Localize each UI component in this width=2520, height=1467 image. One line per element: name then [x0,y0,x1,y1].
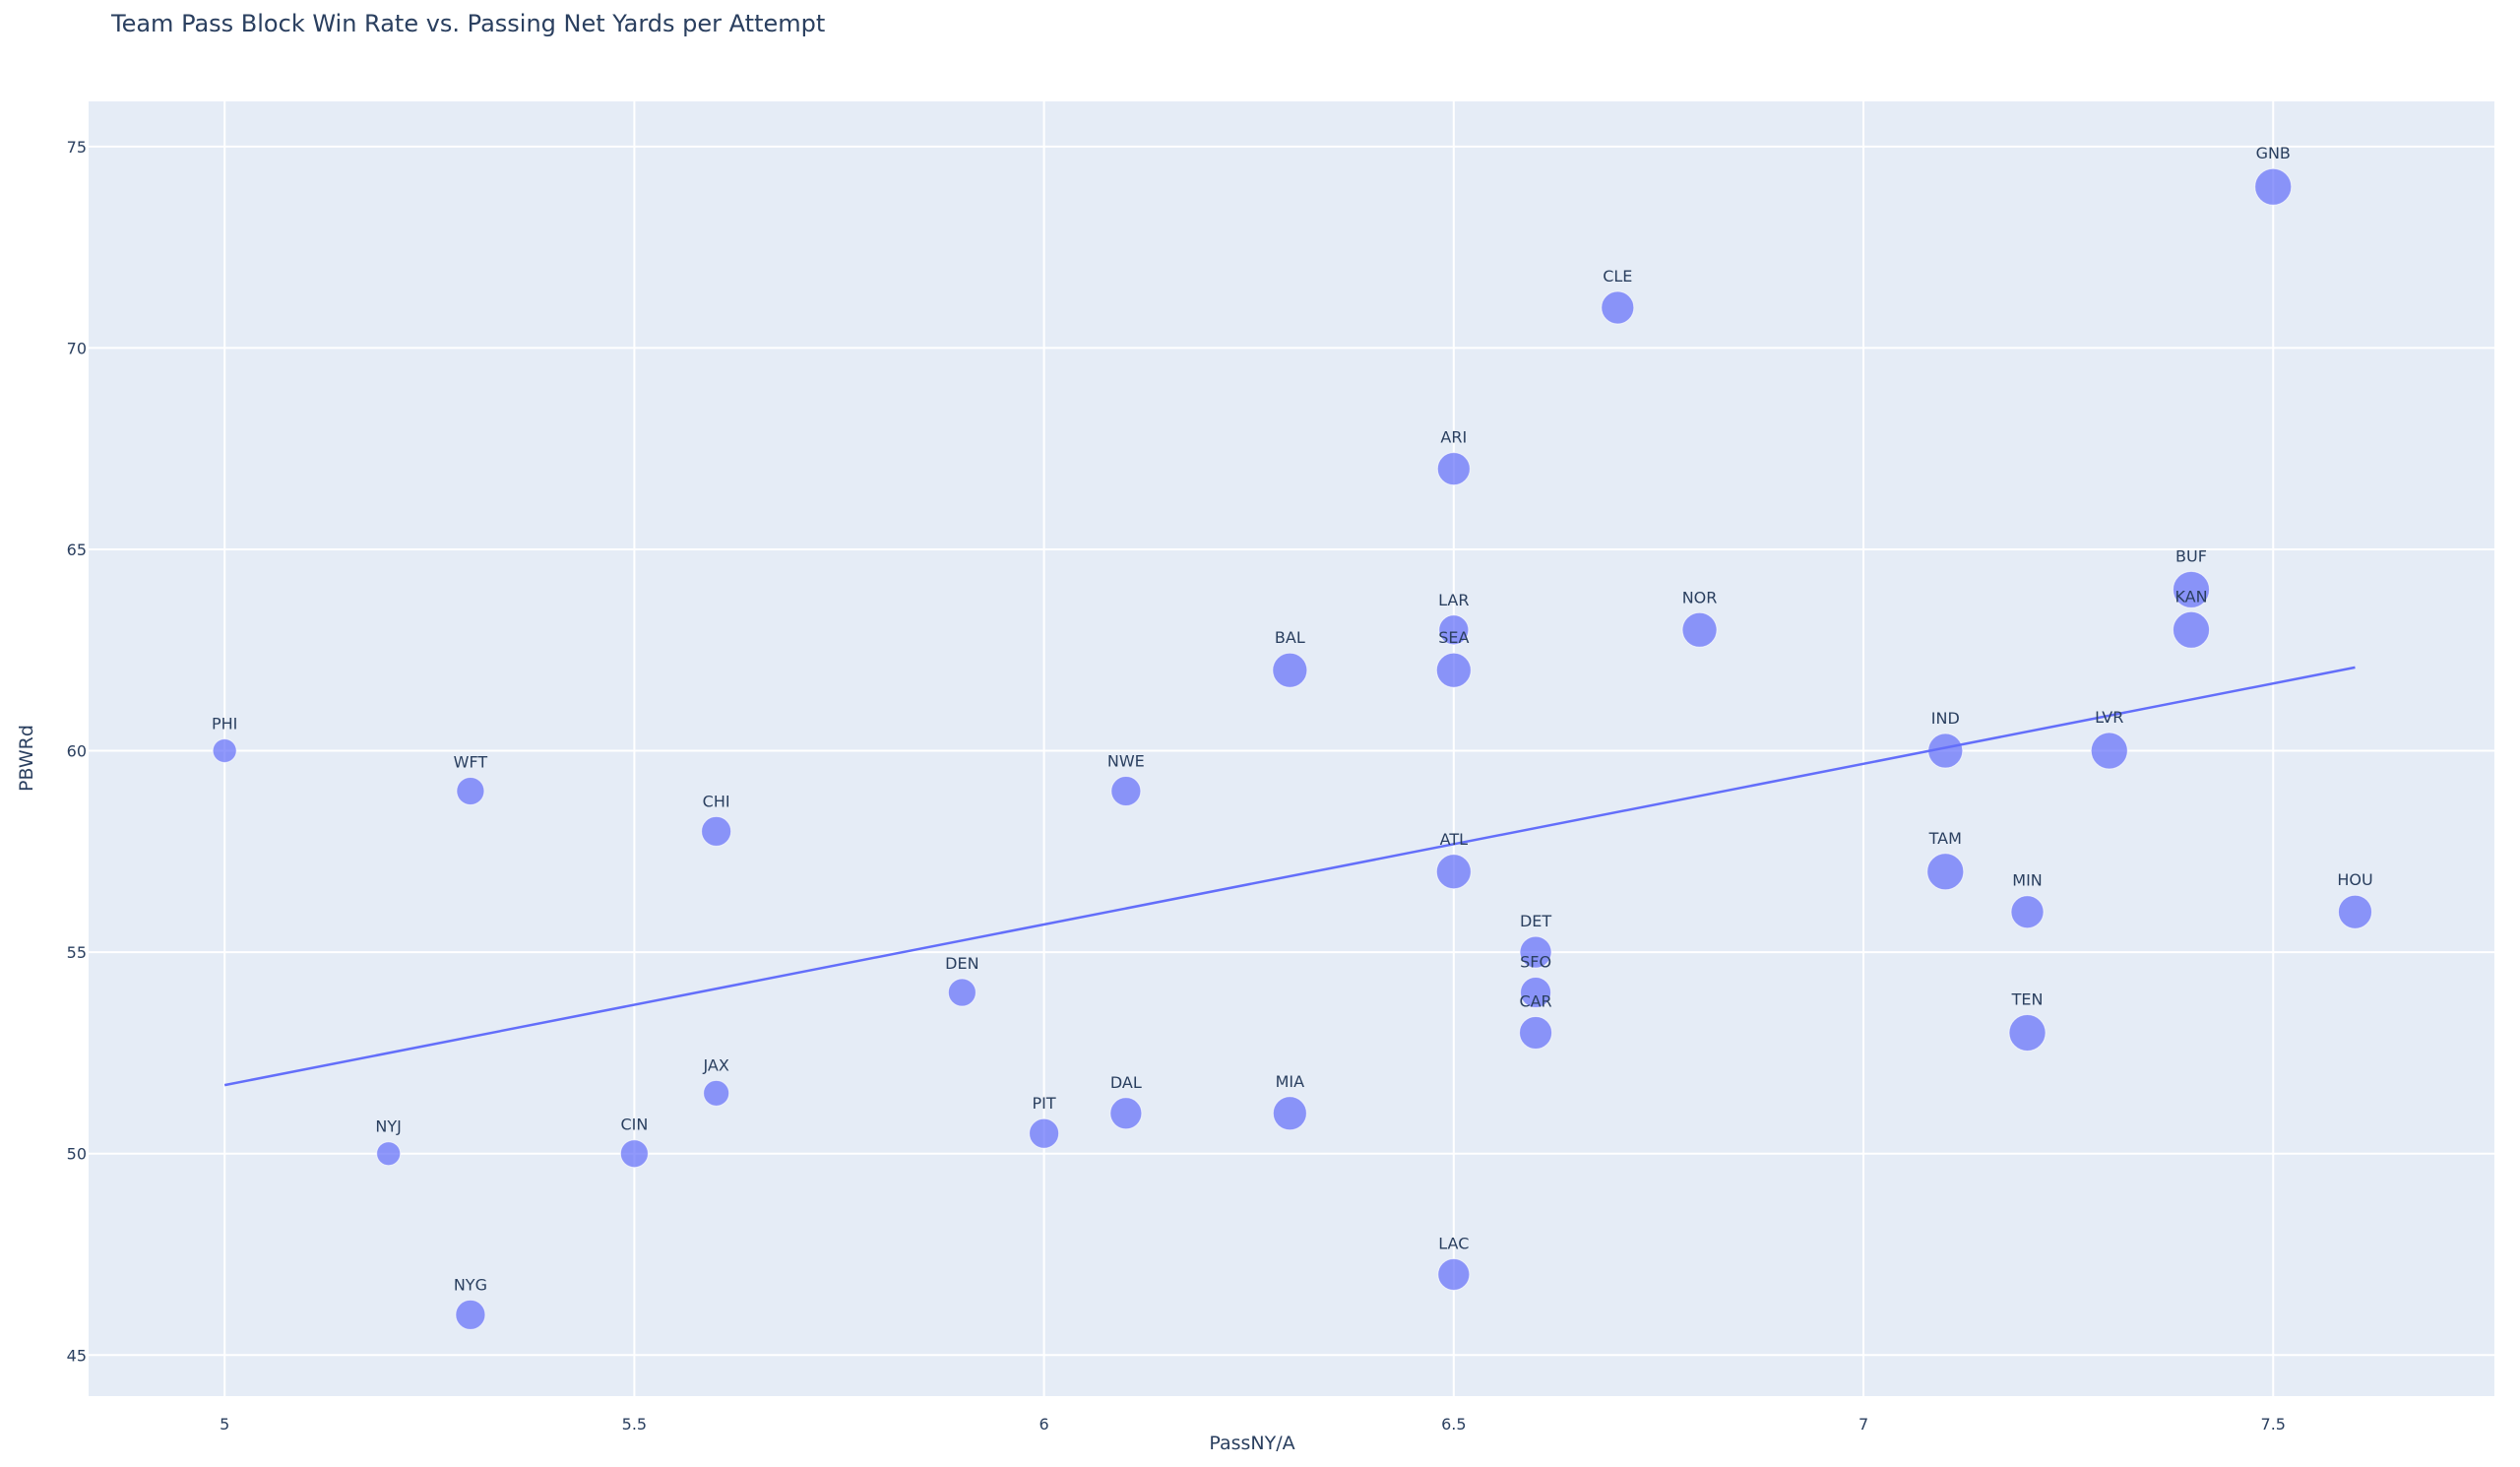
point-label-dal: DAL [1110,1073,1142,1092]
point-label-gnb: GNB [2256,144,2291,162]
point-label-cle: CLE [1603,267,1632,286]
data-point-nwe[interactable] [1110,775,1142,806]
data-point-wft[interactable] [456,776,485,805]
data-point-hou[interactable] [2337,894,2372,929]
point-label-atl: ATL [1440,830,1468,849]
y-tick-label: 75 [67,138,87,157]
y-axis-ticks: 45 50 55 60 65 70 75 [67,138,87,1365]
data-point-min[interactable] [2010,895,2045,929]
chart-title: Team Pass Block Win Rate vs. Passing Net… [111,10,826,37]
point-label-chi: CHI [703,792,730,810]
data-points [212,167,2372,1330]
data-point-nyj[interactable] [376,1141,402,1167]
point-label-bal: BAL [1275,628,1305,647]
y-tick-label: 45 [67,1346,87,1365]
point-label-mia: MIA [1276,1072,1305,1091]
point-label-nor: NOR [1682,588,1718,606]
data-point-pit[interactable] [1029,1117,1060,1149]
point-label-lar: LAR [1438,591,1469,609]
point-label-nyg: NYG [454,1275,487,1294]
y-axis-title: PBWRd [16,725,37,792]
data-point-car[interactable] [1519,1015,1553,1050]
y-tick-label: 55 [67,943,87,962]
data-point-dal[interactable] [1109,1097,1143,1130]
data-point-bal[interactable] [1272,652,1308,688]
data-point-jax[interactable] [703,1079,730,1107]
point-label-sfo: SFO [1520,953,1551,972]
data-point-cle[interactable] [1601,290,1635,325]
x-tick-label: 5.5 [622,1415,647,1434]
y-tick-label: 65 [67,541,87,559]
data-point-chi[interactable] [701,815,732,847]
data-point-nyg[interactable] [455,1299,486,1330]
point-label-wft: WFT [454,752,488,771]
x-axis-title: PassNY/A [1209,1433,1294,1454]
data-point-ari[interactable] [1436,452,1471,486]
y-tick-label: 70 [67,339,87,357]
point-label-den: DEN [945,954,978,973]
point-label-pit: PIT [1033,1094,1056,1113]
data-point-lar[interactable] [1438,614,1470,646]
data-point-sea[interactable] [1435,652,1472,688]
data-point-cin[interactable] [619,1139,649,1169]
point-label-buf: BUF [2175,546,2207,565]
trendline[interactable] [223,666,2356,1087]
point-labels: PHI NYJ WFT NYG CIN CHI JAX DEN PIT NWE DAL BAL MIA A… [212,144,2373,1294]
data-point-nor[interactable] [1681,611,1718,648]
data-point-buf[interactable] [2173,570,2211,608]
point-label-nyj: NYJ [375,1117,401,1136]
data-point-lvr[interactable] [2090,732,2128,770]
point-label-jax: JAX [702,1055,728,1074]
point-label-kan: KAN [2174,587,2207,606]
x-tick-label: 7 [1858,1415,1868,1434]
point-label-nwe: NWE [1107,751,1145,770]
point-label-sea: SEA [1438,628,1469,647]
x-tick-label: 5 [220,1415,229,1434]
point-label-lvr: LVR [2095,708,2123,727]
point-label-det: DET [1520,912,1551,930]
x-tick-label: 7.5 [2261,1415,2286,1434]
x-gridlines [223,101,2275,1396]
x-axis-ticks: 5 5.5 6 6.5 7 7.5 [220,1415,2286,1434]
data-point-det[interactable] [1519,935,1552,969]
point-label-hou: HOU [2337,870,2372,889]
point-label-lac: LAC [1438,1234,1469,1252]
plot-area[interactable] [89,101,2494,1396]
point-label-tam: TAM [1928,829,1962,848]
x-tick-label: 6 [1040,1415,1049,1434]
x-tick-label: 6.5 [1441,1415,1466,1434]
data-point-ten[interactable] [2008,1013,2047,1052]
data-point-mia[interactable] [1272,1096,1307,1131]
data-point-sfo[interactable] [1520,977,1552,1009]
data-point-tam[interactable] [1926,853,1965,891]
data-point-phi[interactable] [212,738,237,764]
point-label-phi: PHI [212,715,237,734]
data-point-gnb[interactable] [2254,167,2293,206]
data-point-lac[interactable] [1437,1257,1471,1291]
data-point-kan[interactable] [2173,610,2211,649]
point-label-cin: CIN [620,1116,648,1134]
point-label-ari: ARI [1440,428,1467,447]
y-tick-label: 60 [67,742,87,761]
data-point-den[interactable] [947,978,976,1007]
point-label-ten: TEN [2011,989,2044,1008]
point-label-min: MIN [2012,871,2043,890]
point-label-car: CAR [1519,991,1551,1010]
point-label-ind: IND [1931,709,1960,728]
y-tick-label: 50 [67,1145,87,1164]
data-point-atl[interactable] [1435,854,1472,890]
